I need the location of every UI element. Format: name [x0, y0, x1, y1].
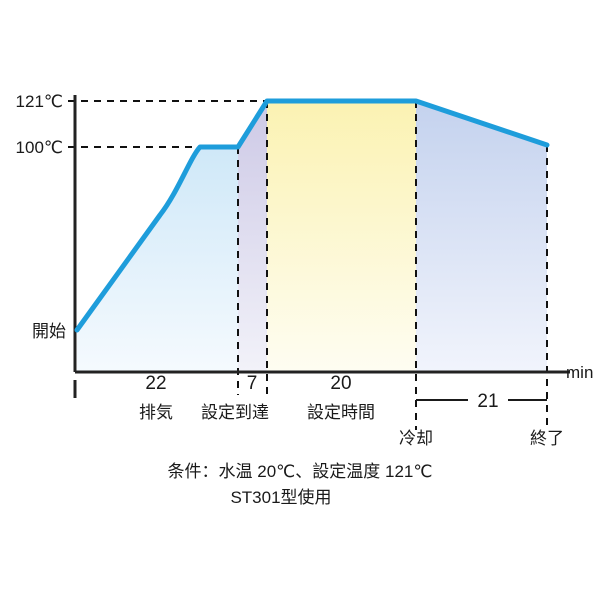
segment-name-reach: 設定到達 [201, 403, 269, 422]
segment-name-hold: 設定時間 [307, 403, 375, 422]
x-axis-unit-label: min [566, 363, 593, 382]
caption-line-1: 条件：水温 20℃、設定温度 121℃ [168, 462, 433, 481]
segment-name-end: 終了 [530, 429, 564, 448]
segment-name-cooling: 冷却 [399, 429, 433, 448]
start-label: 開始 [32, 322, 66, 341]
caption-line-2: ST301型使用 [230, 487, 331, 507]
area-fill-cooling [416, 101, 547, 372]
segment-name-exhaust: 排気 [139, 403, 173, 422]
area-fill-reach [238, 101, 267, 372]
area-fill-hold [267, 101, 416, 372]
temperature-curve [74, 98, 550, 333]
area-fill-exhaust [77, 147, 238, 372]
segment-duration-hold: 20 [330, 373, 351, 394]
y-axis-label-121c: 121℃ [16, 92, 63, 111]
segment-duration-reach: 7 [247, 373, 258, 394]
y-axis-label-100c: 100℃ [16, 138, 63, 157]
segment-duration-cooling: 21 [477, 391, 498, 412]
segment-duration-exhaust: 22 [145, 373, 166, 394]
